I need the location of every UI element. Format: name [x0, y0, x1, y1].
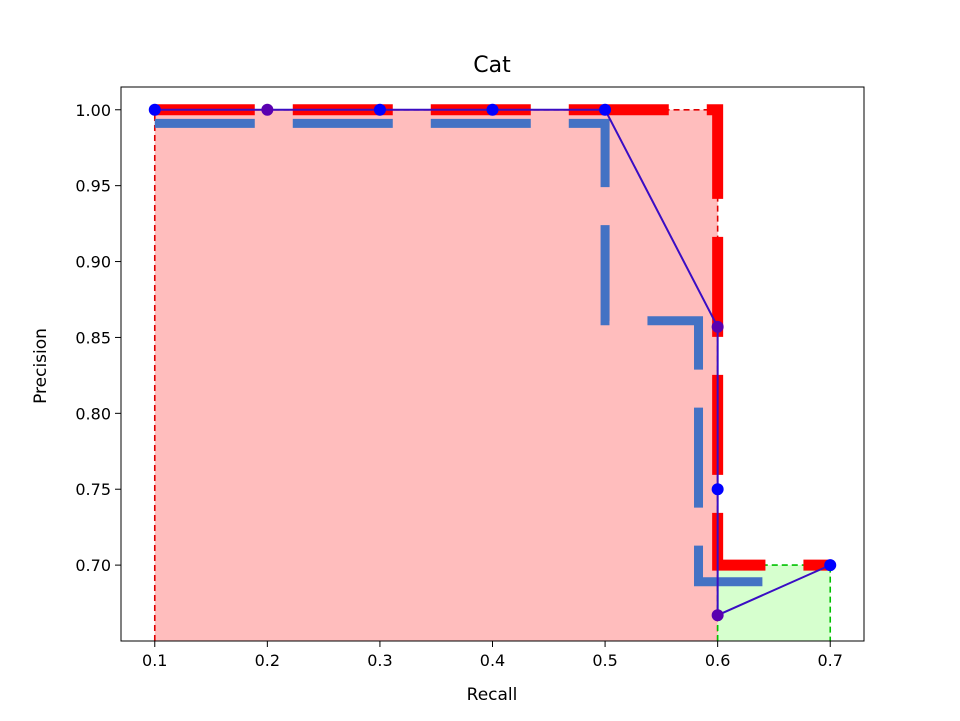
y-tick-label: 0.90 — [75, 253, 111, 272]
x-axis-label: Recall — [467, 685, 518, 705]
pr-point — [711, 483, 724, 496]
x-tick-label: 0.6 — [705, 651, 730, 670]
x-tick-label: 0.7 — [818, 651, 843, 670]
y-tick-label: 0.75 — [75, 480, 111, 499]
y-tick-label: 1.00 — [75, 101, 111, 120]
x-axis-ticks: 0.1 0.2 0.3 0.4 0.5 0.6 0.7 — [142, 641, 843, 670]
series-layer — [148, 103, 837, 622]
x-tick-label: 0.5 — [592, 651, 617, 670]
pr-point — [373, 103, 386, 116]
pr-point — [261, 103, 274, 116]
x-tick-label: 0.1 — [142, 651, 167, 670]
pr-point — [148, 103, 161, 116]
pr-point — [711, 320, 724, 333]
area-outline-green — [716, 564, 832, 641]
pr-point — [599, 103, 612, 116]
pr-point — [824, 559, 837, 572]
y-axis-label: Precision — [31, 328, 51, 404]
pr-point — [711, 609, 724, 622]
x-tick-label: 0.4 — [480, 651, 505, 670]
area-fill-green — [717, 565, 831, 641]
area-fills — [153, 108, 832, 642]
y-tick-label: 0.85 — [75, 328, 111, 347]
y-axis-ticks: 0.70 0.75 0.80 0.85 0.90 0.95 1.00 — [75, 101, 121, 575]
chart-title: Cat — [473, 53, 511, 78]
y-tick-label: 0.70 — [75, 556, 111, 575]
x-tick-label: 0.2 — [255, 651, 280, 670]
y-tick-label: 0.95 — [75, 177, 111, 196]
x-tick-label: 0.3 — [367, 651, 392, 670]
area-fill-red — [154, 109, 718, 642]
y-tick-label: 0.80 — [75, 404, 111, 423]
pr-point — [486, 103, 499, 116]
